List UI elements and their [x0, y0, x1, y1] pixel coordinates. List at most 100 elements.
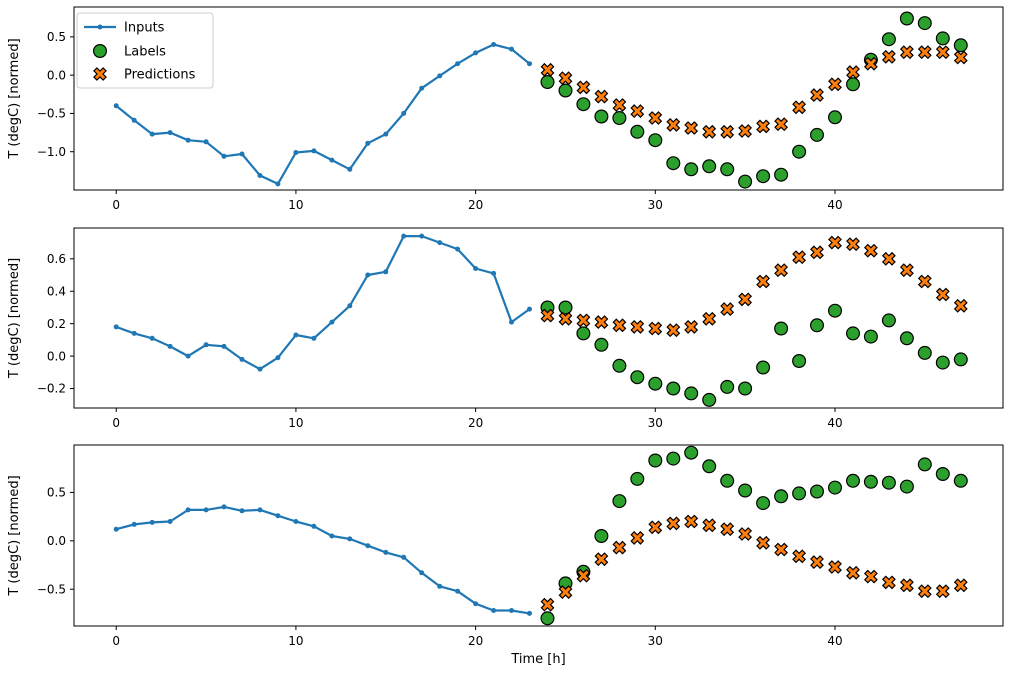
inputs-point	[131, 521, 137, 527]
labels-point	[666, 451, 681, 466]
labels-point	[845, 77, 860, 92]
x-tick-label: 30	[648, 634, 663, 648]
predictions-point	[666, 516, 681, 531]
predictions-point	[648, 321, 663, 336]
labels-point	[630, 471, 645, 486]
predictions-point	[846, 565, 860, 580]
inputs-point	[257, 507, 263, 513]
predictions-point	[899, 45, 914, 60]
labels-point	[666, 156, 681, 171]
inputs-point	[293, 332, 299, 338]
predictions-point	[720, 302, 735, 317]
predictions-point	[558, 71, 573, 86]
labels-point	[845, 326, 860, 341]
predictions-point	[792, 549, 807, 564]
predictions-point	[738, 292, 753, 307]
labels-point	[720, 473, 735, 488]
inputs-point	[455, 246, 461, 252]
inputs-point	[329, 533, 335, 539]
x-tick-label: 30	[648, 198, 663, 212]
labels-point	[630, 124, 645, 139]
labels-point	[756, 496, 771, 511]
predictions-point	[935, 45, 950, 60]
predictions-point	[953, 50, 968, 65]
predictions-point	[899, 263, 914, 278]
labels-point	[558, 300, 573, 315]
labels-point	[594, 528, 609, 543]
y-tick-label: 0.6	[47, 252, 66, 266]
predictions-point	[846, 65, 860, 80]
labels-point	[953, 473, 968, 488]
inputs-point	[329, 157, 335, 163]
inputs-point	[509, 319, 514, 325]
labels-point	[648, 453, 663, 468]
predictions-point	[810, 88, 824, 103]
inputs-point	[311, 335, 317, 341]
labels-point	[702, 459, 717, 474]
x-axis-label: Time [h]	[510, 652, 565, 667]
inputs-point	[113, 103, 119, 109]
x-tick-label: 10	[288, 416, 303, 430]
inputs-series	[113, 42, 532, 187]
x-tick-label: 20	[468, 198, 483, 212]
predictions-point	[774, 542, 789, 557]
inputs-point	[455, 588, 461, 594]
predictions-point	[738, 124, 753, 138]
labels-point	[720, 162, 735, 177]
inputs-point	[149, 335, 155, 341]
labels-point	[576, 97, 591, 112]
inputs-point	[473, 601, 479, 607]
inputs-point	[527, 306, 532, 312]
predictions-point	[630, 530, 645, 545]
labels-point	[827, 303, 842, 318]
inputs-series	[113, 504, 532, 616]
y-tick-label: 0.5	[47, 30, 66, 44]
labels-point	[738, 174, 753, 189]
predictions-point	[612, 540, 627, 555]
inputs-point	[383, 131, 389, 137]
predictions-point	[630, 104, 645, 119]
predictions-series	[540, 235, 968, 338]
inputs-point	[257, 366, 263, 372]
x-tick-label: 30	[648, 416, 663, 430]
inputs-point	[365, 543, 371, 549]
labels-point	[684, 445, 699, 460]
inputs-point	[257, 173, 263, 178]
predictions-point	[810, 245, 824, 260]
predictions-point	[756, 119, 771, 134]
y-axis-label: T (degC) [normed]	[7, 475, 22, 596]
predictions-point	[863, 56, 878, 71]
predictions-point	[630, 319, 645, 334]
y-tick-label: −0.2	[37, 382, 66, 396]
predictions-point	[558, 311, 573, 326]
legend-label: Predictions	[124, 68, 196, 83]
x-tick-label: 10	[288, 634, 303, 648]
inputs-point	[401, 110, 407, 116]
labels-point	[809, 318, 824, 333]
inputs-point	[131, 117, 137, 123]
labels-point	[863, 329, 878, 344]
labels-point	[684, 386, 699, 401]
labels-point	[738, 483, 753, 498]
predictions-point	[720, 124, 735, 139]
labels-point	[774, 489, 789, 504]
predictions-point	[810, 555, 824, 570]
labels-point	[594, 337, 609, 352]
labels-series	[540, 11, 968, 189]
labels-point	[881, 32, 896, 47]
predictions-point	[899, 578, 914, 593]
labels-point	[809, 484, 824, 499]
inputs-point	[329, 319, 335, 325]
predictions-point	[594, 552, 609, 567]
y-tick-label: −0.5	[37, 107, 66, 121]
labels-point	[540, 611, 555, 626]
labels-point	[792, 486, 807, 501]
labels-point	[612, 494, 627, 509]
labels-point	[935, 355, 950, 370]
labels-point	[702, 159, 717, 174]
labels-series	[540, 445, 968, 626]
labels-point	[630, 370, 645, 385]
inputs-point	[437, 240, 443, 246]
